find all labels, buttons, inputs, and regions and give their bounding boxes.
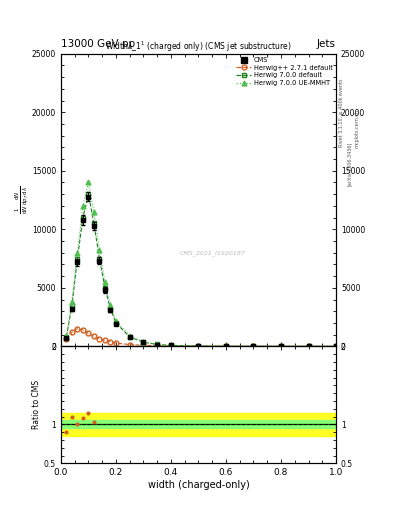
Text: mcplots.cern.ch: mcplots.cern.ch <box>354 109 360 147</box>
Text: 13000 GeV pp: 13000 GeV pp <box>61 38 135 49</box>
Title: Width$\lambda\_1^1$ (charged only) (CMS jet substructure): Width$\lambda\_1^1$ (charged only) (CMS … <box>105 39 292 54</box>
Text: Jets: Jets <box>317 38 336 49</box>
Text: CMS_2021_I1920187: CMS_2021_I1920187 <box>179 250 245 255</box>
Y-axis label: Ratio to CMS: Ratio to CMS <box>32 380 41 430</box>
Text: [arXiv:1306.3436]: [arXiv:1306.3436] <box>347 142 352 186</box>
X-axis label: width (charged-only): width (charged-only) <box>148 480 249 490</box>
Legend: CMS, Herwig++ 2.7.1 default, Herwig 7.0.0 default, Herwig 7.0.0 UE-MMHT: CMS, Herwig++ 2.7.1 default, Herwig 7.0.… <box>235 55 335 88</box>
Text: Rivet 3.1.10, ≥ 400k events: Rivet 3.1.10, ≥ 400k events <box>339 78 344 147</box>
Y-axis label: $\frac{1}{\mathrm{d}N}\,\frac{\mathrm{d}N}{\mathrm{d}p_T\,\mathrm{d}\lambda}$: $\frac{1}{\mathrm{d}N}\,\frac{\mathrm{d}… <box>13 186 30 214</box>
